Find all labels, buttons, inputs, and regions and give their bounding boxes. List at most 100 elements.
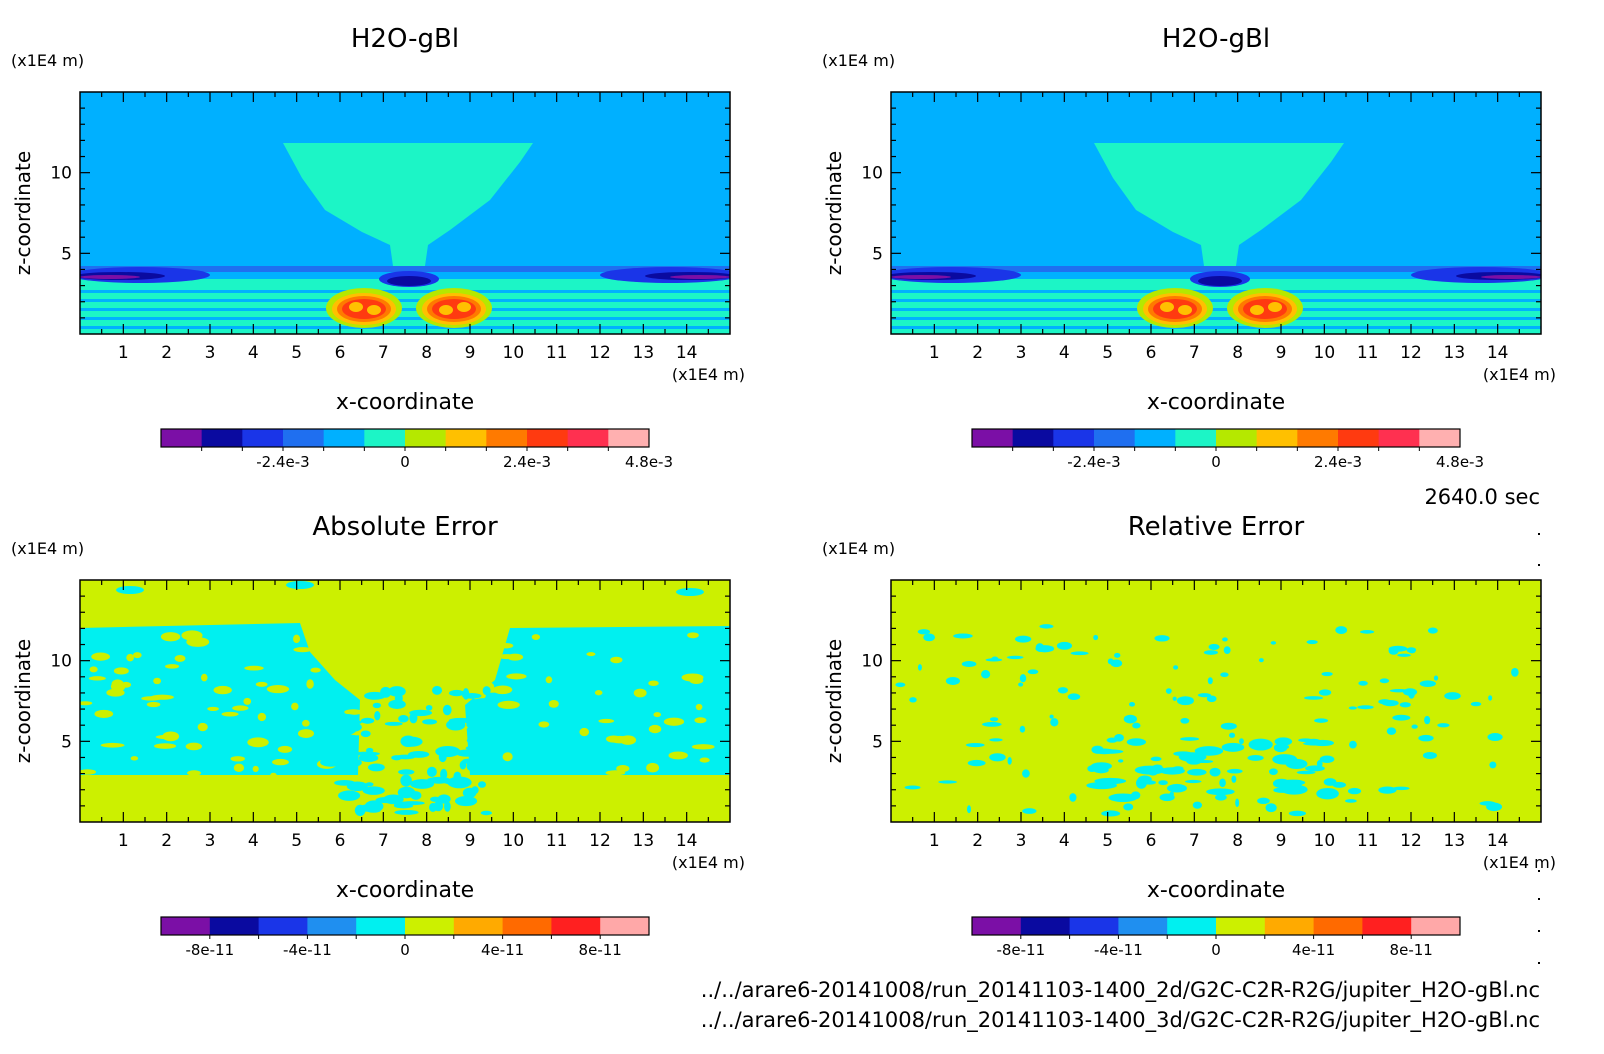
speckle (437, 711, 446, 718)
speckle (1270, 641, 1277, 645)
panel-relative-error (890, 579, 1542, 823)
y-axis-label: z-coordinate (11, 639, 35, 763)
speckle (89, 666, 98, 673)
y-axis-label: z-coordinate (822, 151, 846, 275)
speckle (373, 653, 389, 660)
colorbar-segment (1216, 917, 1266, 935)
speckle (426, 776, 451, 784)
speckle (1470, 701, 1482, 707)
speckle (1311, 739, 1334, 747)
speckle (1298, 738, 1313, 743)
x-tick-label: 1 (929, 831, 940, 851)
speckle (327, 665, 340, 675)
speckle (181, 630, 203, 641)
x-tick-label: 12 (589, 343, 611, 363)
speckle (462, 688, 470, 700)
colorbar-segment (972, 917, 1022, 935)
speckle (320, 757, 342, 767)
colorbar-segment (1378, 429, 1420, 447)
colorbar-segment (209, 917, 260, 935)
speckle (366, 807, 381, 813)
speckle (344, 709, 363, 715)
y-tick-label: 5 (872, 244, 883, 264)
speckle (391, 755, 403, 761)
speckle (88, 676, 106, 681)
colorbar-segment (242, 429, 284, 447)
speckle (130, 756, 139, 761)
time-label: 2640.0 sec (1424, 485, 1540, 509)
x-tick-label: 8 (421, 831, 432, 851)
colorbar-segment (1167, 917, 1217, 935)
speckle (1166, 783, 1187, 793)
speckle (164, 664, 180, 669)
speckle (497, 700, 520, 709)
x-tick-label: 11 (1357, 343, 1379, 363)
x-tick-label: 14 (1487, 831, 1509, 851)
speckle (1049, 714, 1054, 719)
speckle (1180, 717, 1190, 724)
y-tick-label: 10 (861, 652, 883, 672)
x-tick-label: 9 (1276, 831, 1287, 851)
speckle (410, 791, 422, 800)
speckle (1397, 653, 1411, 657)
x-tick-label: 3 (1016, 831, 1027, 851)
colorbar-segment (1216, 429, 1258, 447)
colorbar-tick-label: 2.4e-3 (1314, 453, 1362, 471)
x-axis-label: x-coordinate (336, 878, 474, 903)
colorbar-segment (1069, 917, 1119, 935)
x-tick-label: 11 (546, 831, 568, 851)
speckle (374, 710, 381, 721)
y-unit-label: (x1E4 m) (822, 539, 895, 558)
speckle (1359, 630, 1375, 634)
speckle (435, 745, 461, 758)
colorbar-segment (527, 429, 569, 447)
speckle (648, 680, 659, 686)
speckle (272, 758, 289, 766)
margin-dot (1538, 870, 1540, 872)
y-axis-label: z-coordinate (822, 639, 846, 763)
speckle (388, 686, 406, 697)
speckle (579, 727, 590, 737)
colorbar-segment (1411, 917, 1461, 935)
speckle (1022, 808, 1037, 814)
field-plot (80, 580, 730, 822)
speckle (538, 721, 550, 728)
speckle (160, 632, 181, 642)
x-tick-label: 10 (503, 343, 525, 363)
speckle (1392, 714, 1411, 721)
speckle (252, 765, 259, 772)
speckle (419, 763, 427, 771)
speckle (126, 653, 134, 662)
speckle (334, 779, 355, 786)
speckle (230, 756, 245, 762)
speckle (1118, 759, 1124, 763)
speckle (409, 712, 418, 724)
speckle (478, 781, 486, 788)
colorbar-segment (364, 429, 406, 447)
colorbar-tick-label: 0 (400, 941, 410, 959)
speckle (360, 730, 371, 738)
colorbar-segment (453, 917, 504, 935)
speckle (293, 634, 301, 644)
speckle (358, 753, 379, 763)
x-tick-label: 6 (335, 343, 346, 363)
colorbar-segment (405, 917, 455, 935)
speckle (394, 710, 403, 717)
speckle (293, 647, 312, 653)
speckle (336, 713, 346, 722)
x-tick-label: 10 (1314, 831, 1336, 851)
y-tick-label: 10 (50, 652, 72, 672)
speckle (985, 658, 1003, 662)
speckle (213, 685, 232, 695)
axes-0: H2O-gBl (x1E4 m) (x1E4 m) x-coordinate z-coo… (11, 24, 745, 471)
speckle (633, 688, 647, 698)
speckle (695, 703, 703, 711)
speckle (482, 686, 491, 696)
speckle (476, 730, 497, 742)
speckle (232, 705, 249, 711)
x-tick-label: 5 (1102, 343, 1113, 363)
speckle (80, 701, 93, 706)
speckle (91, 652, 110, 661)
speckle (291, 702, 299, 711)
speckle (1226, 768, 1243, 774)
